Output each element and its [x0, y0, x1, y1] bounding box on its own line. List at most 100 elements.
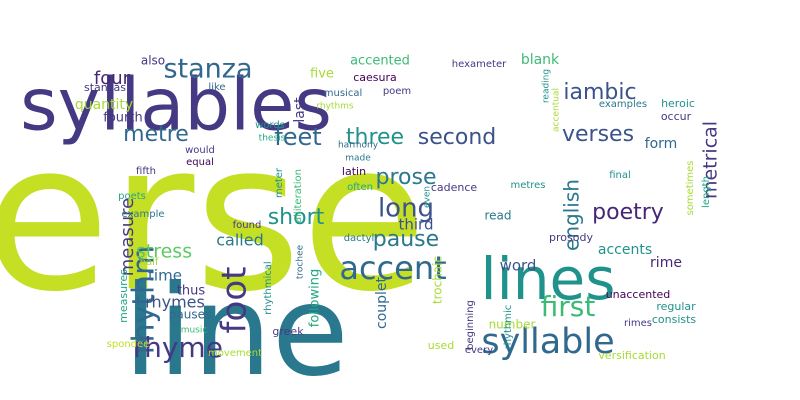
- word-five: five: [310, 67, 334, 82]
- word-syllables: syllables: [20, 63, 332, 147]
- word-verses: verses: [562, 122, 634, 147]
- word-accentual: accentual: [552, 88, 562, 132]
- word-blank: blank: [521, 52, 560, 68]
- word-every: every: [465, 345, 493, 356]
- word-examples: examples: [599, 99, 647, 110]
- word-fifth: fifth: [136, 166, 156, 177]
- word-musical: musical: [324, 88, 362, 99]
- word-time: time: [148, 267, 182, 285]
- word-rhymes: rhymes: [145, 293, 205, 312]
- word-greek: greek: [272, 325, 304, 338]
- word-reading: reading: [542, 69, 552, 103]
- word-occur: occur: [661, 110, 692, 123]
- word-beginning: beginning: [465, 300, 476, 350]
- word-found: found: [233, 220, 262, 231]
- word-lines: lines: [481, 245, 616, 313]
- word-couplet: couplet: [374, 276, 390, 329]
- word-movement: movement: [208, 348, 262, 359]
- word-would: would: [185, 145, 215, 156]
- word-music: music: [181, 326, 208, 336]
- word-cadence: cadence: [431, 181, 478, 194]
- word-prose: prose: [376, 165, 437, 190]
- word-accents: accents: [598, 242, 652, 258]
- word-also: also: [141, 54, 165, 68]
- word-dactyl: dactyl: [344, 233, 375, 244]
- word-short: short: [268, 205, 325, 230]
- word-prosody: prosody: [549, 231, 593, 244]
- word-metrical: metrical: [700, 121, 722, 199]
- word-last: last: [292, 97, 308, 123]
- word-poetry: poetry: [592, 200, 664, 225]
- word-poem: poem: [383, 86, 411, 97]
- word-unaccented: unaccented: [606, 288, 671, 301]
- word-spondee: spondee: [107, 339, 150, 350]
- word-meter: meter: [274, 167, 285, 198]
- word-metre: metre: [123, 122, 189, 147]
- word-english: english: [560, 179, 584, 251]
- word-syllable: syllable: [481, 322, 614, 362]
- word-measure: measure: [117, 198, 138, 277]
- word-hexameter: hexameter: [452, 59, 507, 70]
- word-even: even: [423, 186, 433, 208]
- word-following: following: [308, 269, 323, 327]
- word-thesis: thesis: [259, 134, 286, 144]
- word-number: number: [489, 318, 536, 332]
- word-heroic: heroic: [661, 97, 695, 110]
- word-three: three: [346, 125, 404, 150]
- word-half: half: [140, 257, 159, 268]
- word-thus: thus: [177, 284, 206, 299]
- word-final: final: [609, 170, 631, 181]
- word-metres: metres: [510, 180, 545, 191]
- word-quantity: quantity: [75, 97, 133, 113]
- word-used: used: [428, 339, 454, 352]
- word-first: first: [541, 290, 596, 323]
- word-words: words: [255, 120, 285, 131]
- word-rhythmical: rhythmical: [263, 261, 274, 314]
- word-stanzas: stanzas: [84, 81, 126, 94]
- word-rhythms: rhythms: [316, 102, 354, 112]
- word-rhythmic: rhythmic: [503, 305, 514, 349]
- word-pauses: pauses: [169, 308, 211, 322]
- word-accented: accented: [350, 54, 410, 69]
- word-feet: feet: [274, 123, 321, 151]
- word-made: made: [345, 154, 371, 164]
- word-foot: foot: [215, 267, 255, 334]
- word-harmony: harmony: [338, 141, 379, 151]
- word-form: form: [645, 136, 678, 152]
- word-read: read: [484, 209, 511, 223]
- word-trochee: trochee: [296, 244, 306, 279]
- word-rhythm: rhythm: [127, 246, 162, 355]
- word-accent: accent: [339, 249, 446, 287]
- word-poets: poets: [118, 191, 146, 202]
- word-four: four: [94, 68, 131, 89]
- word-often: often: [347, 182, 373, 193]
- word-caesura: caesura: [353, 71, 397, 84]
- word-equal: equal: [186, 157, 214, 168]
- word-called: called: [216, 231, 264, 250]
- word-word: word: [500, 257, 537, 275]
- word-second: second: [418, 125, 496, 150]
- word-length: length: [701, 176, 712, 208]
- word-example: example: [121, 209, 164, 220]
- word-regular: regular: [656, 300, 696, 313]
- word-verse: verse: [0, 99, 427, 337]
- word-rimes: rimes: [624, 318, 652, 329]
- word-iambic: iambic: [563, 80, 636, 105]
- word-rime: rime: [650, 255, 682, 271]
- word-latin: latin: [342, 165, 366, 178]
- word-stress: stress: [136, 241, 192, 263]
- word-measures: measures: [117, 269, 130, 323]
- word-fourth: fourth: [103, 111, 142, 126]
- word-versification: versification: [598, 349, 665, 362]
- word-long: long: [378, 194, 434, 224]
- word-sometimes: sometimes: [685, 160, 696, 215]
- word-pause: pause: [373, 227, 439, 252]
- word-trochaic: trochaic: [431, 256, 445, 304]
- word-stanza: stanza: [163, 54, 252, 85]
- word-alliteration: alliteration: [293, 169, 304, 223]
- word-consists: consists: [652, 313, 697, 326]
- word-rhyme: rhyme: [133, 331, 223, 364]
- word-third: third: [399, 216, 434, 234]
- word-like: like: [208, 82, 225, 93]
